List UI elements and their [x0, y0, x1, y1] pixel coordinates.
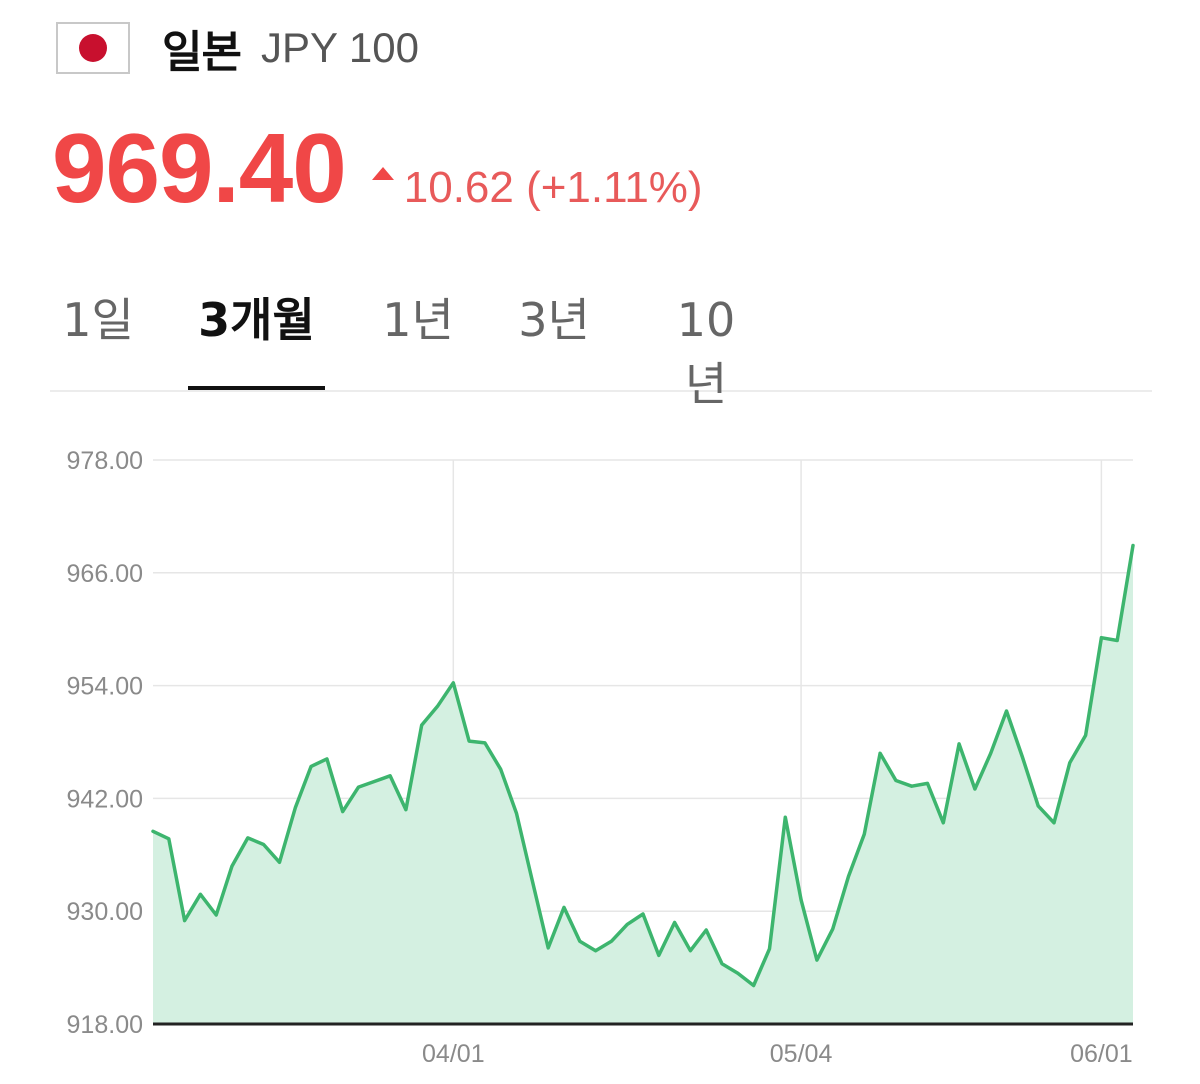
data-point [214, 913, 218, 917]
data-point [436, 704, 440, 708]
x-tick-label: 05/04 [770, 1040, 833, 1068]
tab-10-years[interactable]: 10년 [676, 293, 736, 411]
data-point [230, 864, 234, 868]
exchange-rate-chart: 978.00 966.00 954.00 942.00 930.00 918.00 04/0… [67, 447, 1135, 1068]
data-point [973, 787, 977, 791]
data-point [262, 843, 266, 847]
period-tabs: 1일 3개월 1년 3년 10년 [50, 288, 1152, 411]
series-line [151, 543, 1135, 988]
y-tick-label: 966.00 [67, 560, 143, 588]
tab-3-months[interactable]: 3개월 [188, 288, 325, 390]
data-point [673, 921, 677, 925]
data-point [1036, 804, 1040, 808]
data-point [1084, 733, 1088, 737]
data-point [941, 821, 945, 825]
data-point [578, 939, 582, 943]
data-point [388, 774, 392, 778]
data-point [1005, 709, 1009, 713]
data-point [957, 742, 961, 746]
data-point [420, 723, 424, 727]
y-tick-label: 942.00 [67, 785, 143, 813]
data-point [183, 919, 187, 923]
data-point [309, 764, 313, 768]
data-point [720, 962, 724, 966]
data-point [562, 905, 566, 909]
data-point [1020, 755, 1024, 759]
data-point [293, 806, 297, 810]
data-point [989, 751, 993, 755]
country-name: 일본 [162, 27, 242, 78]
data-point [894, 779, 898, 783]
quote-row: 969.40 10.62 (+1.11%) [52, 112, 703, 225]
data-point [594, 949, 598, 953]
x-tick-label: 06/01 [1070, 1040, 1133, 1068]
data-point [847, 874, 851, 878]
data-point [278, 860, 282, 864]
data-point [926, 781, 930, 785]
data-point [1099, 636, 1103, 640]
currency-code: JPY 100 [260, 24, 419, 71]
japan-flag-icon [56, 22, 130, 74]
y-tick-label: 930.00 [67, 898, 143, 926]
data-point [372, 780, 376, 784]
data-point [1131, 544, 1135, 548]
tab-1-day[interactable]: 1일 [62, 293, 134, 347]
data-point [546, 946, 550, 950]
data-point [246, 836, 250, 840]
flag-sun-circle [79, 34, 107, 62]
data-point [831, 927, 835, 931]
data-point [752, 984, 756, 988]
data-point [736, 971, 740, 975]
tab-1-year[interactable]: 1년 [382, 293, 454, 347]
data-point [815, 958, 819, 962]
y-tick-label: 978.00 [67, 447, 143, 475]
data-point [768, 947, 772, 951]
data-point [167, 837, 171, 841]
data-point [325, 757, 329, 761]
data-point [641, 912, 645, 916]
data-point [878, 751, 882, 755]
current-price: 969.40 [52, 113, 347, 223]
data-point [404, 808, 408, 812]
data-point [357, 785, 361, 789]
data-point [1115, 639, 1119, 643]
x-tick-label: 04/01 [422, 1040, 485, 1068]
data-point [530, 879, 534, 883]
y-tick-label: 954.00 [67, 673, 143, 701]
data-point [341, 810, 345, 814]
data-point [862, 832, 866, 836]
currency-header: 일본 JPY 100 [56, 18, 419, 78]
data-point [688, 949, 692, 953]
y-tick-label: 918.00 [67, 1011, 143, 1039]
series-area [153, 545, 1133, 1024]
data-point [467, 739, 471, 743]
data-point [499, 767, 503, 771]
up-arrow-icon [371, 167, 394, 180]
data-point [657, 953, 661, 957]
price-change: 10.62 (+1.11%) [403, 163, 703, 212]
data-point [625, 922, 629, 926]
data-point [451, 681, 455, 685]
data-point [151, 829, 155, 833]
tab-3-years[interactable]: 3년 [518, 293, 590, 347]
data-point [483, 741, 487, 745]
data-point [609, 939, 613, 943]
data-point [704, 928, 708, 932]
data-point [198, 892, 202, 896]
data-point [799, 898, 803, 902]
data-point [1052, 821, 1056, 825]
data-point [783, 815, 787, 819]
data-point [1068, 761, 1072, 765]
data-point [910, 784, 914, 788]
data-point [515, 811, 519, 815]
